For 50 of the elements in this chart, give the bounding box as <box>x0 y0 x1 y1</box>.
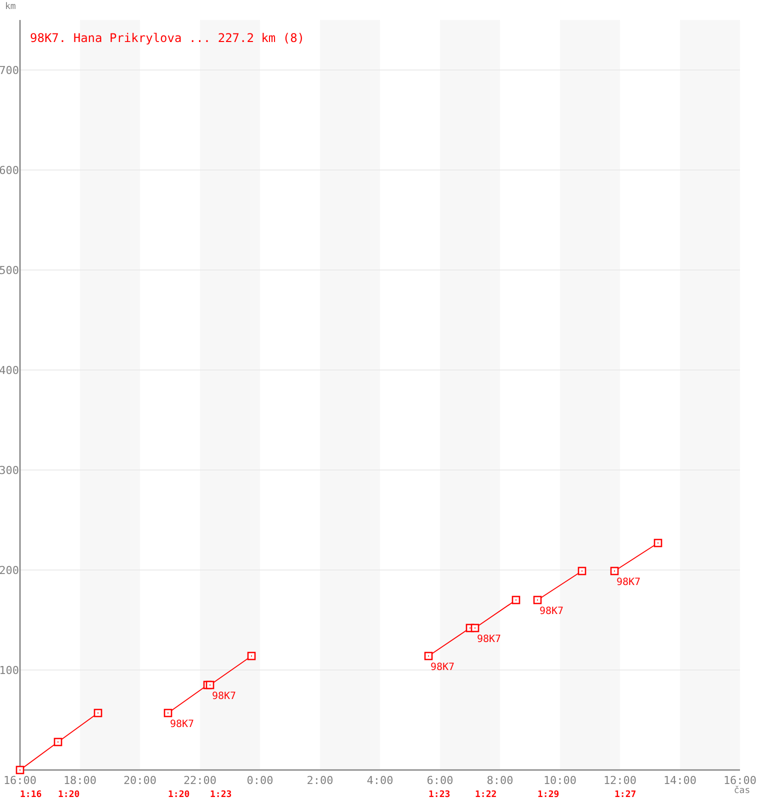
x-tick-label: 14:00 <box>663 774 697 787</box>
point <box>470 624 480 632</box>
y-tick-label: 100 <box>0 664 19 677</box>
text: 1:20 <box>58 790 80 800</box>
text: 1:23 <box>428 790 450 800</box>
y-tick-label: 400 <box>0 364 19 377</box>
x-tick-label: 18:00 <box>63 774 97 787</box>
x-tick-label: 2:00 <box>306 774 334 787</box>
annotation: 98K7 <box>430 662 455 673</box>
point <box>54 738 62 746</box>
x-tick-label: 8:00 <box>486 774 514 787</box>
y-tick-label: 200 <box>0 564 19 577</box>
text: 98K7. Hana Prikrylova ... 227.2 km (8) <box>30 31 305 45</box>
x-tick-label: 0:00 <box>246 774 274 787</box>
point <box>512 596 520 604</box>
point <box>424 652 433 660</box>
text: 1:29 <box>538 790 560 800</box>
x-axis-title: čas <box>734 785 750 796</box>
x-tick-label: 16:00 <box>3 774 37 787</box>
text: 1:27 <box>614 790 636 800</box>
y-tick-label: 600 <box>0 164 19 177</box>
text: 1:22 <box>475 790 497 800</box>
annotation: 98K7 <box>170 719 194 730</box>
y-tick-label: 700 <box>0 64 19 77</box>
x-tick-label: 4:00 <box>366 774 394 787</box>
x-tick-label: 22:00 <box>183 774 217 787</box>
text: 1:20 <box>168 790 190 800</box>
point <box>164 708 172 718</box>
annotation: 98K7 <box>616 577 641 588</box>
annotation: 98K7 <box>477 634 502 645</box>
x-tick-label: 6:00 <box>426 774 454 787</box>
point <box>94 708 102 718</box>
text: 1:16 <box>20 790 42 800</box>
point <box>610 566 619 576</box>
y-axis-title: km <box>5 2 16 12</box>
point <box>654 538 662 548</box>
x-tick-label: 16:00 <box>723 774 757 787</box>
point <box>16 766 24 774</box>
point <box>206 680 214 690</box>
text: 1:23 <box>210 790 232 800</box>
point <box>578 566 586 576</box>
x-tick-label: 20:00 <box>123 774 157 787</box>
x-tick-label: 12:00 <box>603 774 637 787</box>
point <box>533 596 542 604</box>
annotation: 98K7 <box>212 691 236 702</box>
annotation: 98K7 <box>540 606 564 617</box>
y-tick-label: 300 <box>0 464 19 477</box>
x-tick-label: 10:00 <box>543 774 577 787</box>
point <box>247 652 256 660</box>
y-tick-label: 500 <box>0 264 19 277</box>
